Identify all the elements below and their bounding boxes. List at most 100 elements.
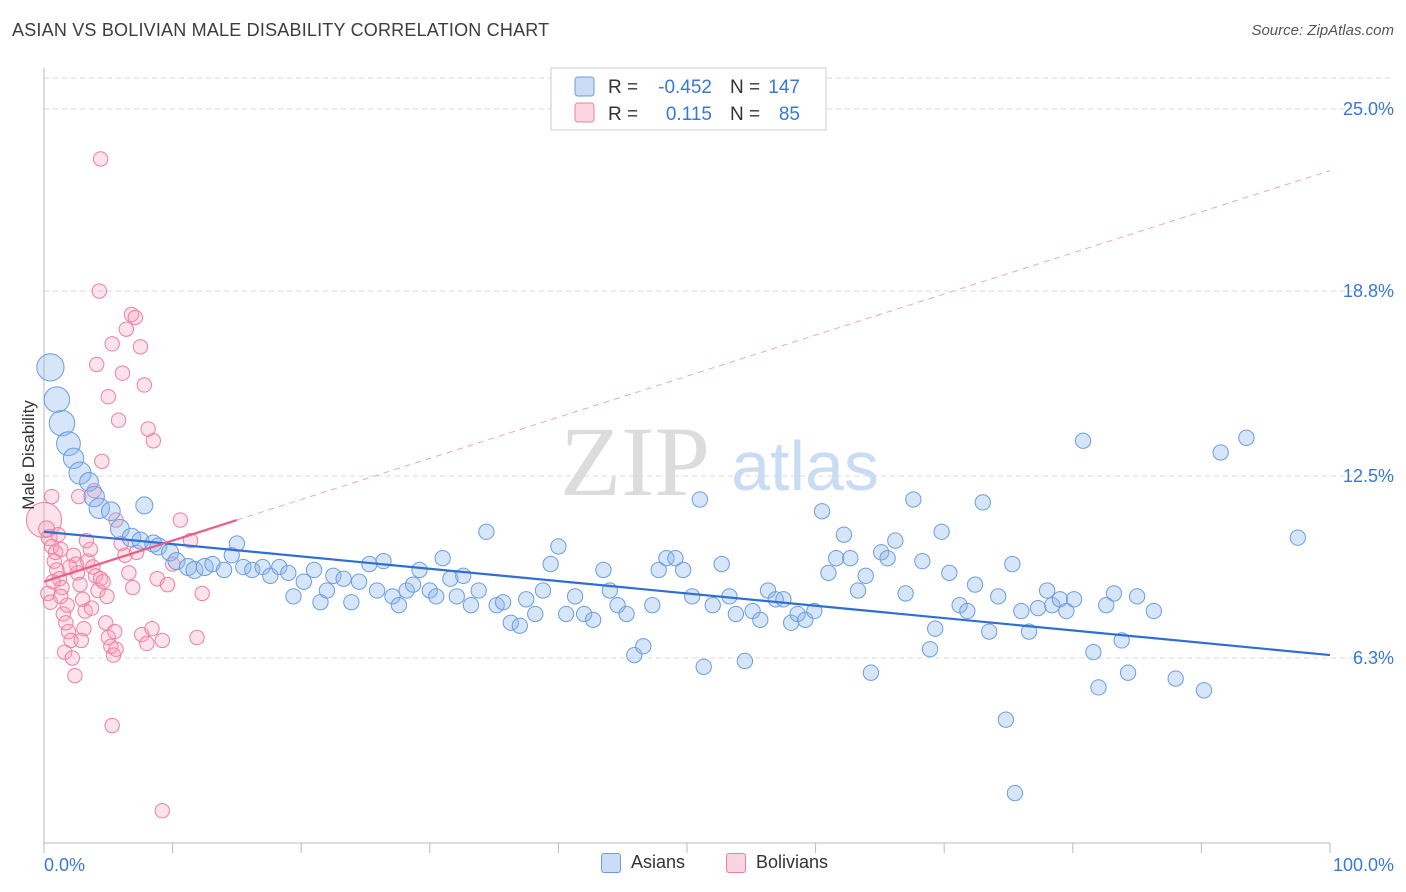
watermark-atlas: atlas (731, 427, 879, 505)
legend-item-bolivians[interactable]: Bolivians (726, 852, 828, 873)
x-tick-label-left: 0.0% (44, 855, 85, 875)
asian-point (959, 602, 976, 620)
asian-point (335, 570, 352, 587)
asian-point (280, 564, 297, 582)
asian-point (849, 582, 867, 599)
legend-n-label-bolivian: N = (730, 104, 760, 125)
asian-point (88, 497, 110, 519)
asian-point (635, 638, 652, 655)
bolivian-point (58, 615, 74, 631)
legend-r-value-asian: -0.452 (658, 77, 712, 98)
bolivian-point (73, 632, 89, 649)
bolivian-point (159, 576, 176, 593)
bolivian-point (92, 151, 109, 167)
asian-point (914, 552, 931, 570)
bolivian-point (154, 632, 171, 649)
asian-point (494, 594, 512, 611)
asian-point (350, 573, 368, 590)
asian-point (271, 558, 288, 576)
bolivian-point (136, 377, 153, 393)
asian-point (887, 532, 904, 549)
legend-n-label-asian: N = (730, 77, 760, 98)
y-axis-label: Male Disability (19, 400, 38, 510)
asian-point (411, 561, 428, 579)
bolivian-point (114, 365, 131, 381)
bolivian-point (139, 635, 155, 652)
asian-point (527, 605, 544, 623)
asian-point (862, 664, 880, 681)
asian-point (584, 611, 602, 629)
asian-point (897, 585, 914, 602)
bolivian-point (95, 573, 111, 590)
asian-point (667, 550, 684, 567)
asian-point (658, 550, 675, 567)
asian-point (575, 605, 593, 623)
asian-point (36, 353, 65, 382)
asian-point (375, 552, 392, 570)
asian-point (727, 605, 745, 623)
y-tick-label: 18.8% (1343, 281, 1394, 301)
asian-point (448, 588, 465, 605)
bolivian-point (59, 597, 75, 613)
chart-title: ASIAN VS BOLIVIAN MALE DISABILITY CORREL… (12, 20, 550, 40)
bolivian-points (25, 151, 210, 819)
bolivian-point (90, 582, 106, 599)
asian-point (244, 561, 261, 579)
asian-point (1212, 444, 1229, 461)
asian-point (518, 591, 535, 608)
asian-point (820, 564, 837, 582)
legend-item-asians[interactable]: Asians (601, 852, 685, 873)
bolivian-point (25, 501, 63, 539)
asian-point (618, 605, 635, 623)
asian-point (62, 447, 85, 470)
asian-point (502, 614, 519, 631)
asian-point (1013, 602, 1030, 620)
asian-point (990, 588, 1007, 605)
bolivian-point (83, 600, 100, 616)
x-tick-label-right: 100.0% (1333, 855, 1394, 875)
bolivian-trendline (43, 518, 238, 583)
asian-point (828, 550, 845, 567)
asian-point (674, 561, 692, 579)
asian-point (557, 605, 575, 623)
asian-point (752, 611, 769, 629)
bolivian-point (118, 321, 135, 337)
asian-point (1090, 679, 1107, 696)
bolivian-point (92, 571, 109, 587)
bolivian-point (189, 629, 205, 646)
asian-point (1238, 429, 1255, 446)
asian-point (1029, 599, 1047, 617)
bolivian-point (65, 547, 82, 563)
asian-point (813, 503, 831, 520)
asian-point (318, 582, 336, 599)
bolivian-point (91, 283, 107, 299)
bolivian-point (108, 641, 124, 657)
asian-point (390, 597, 408, 614)
bolivian-point (127, 309, 144, 326)
asian-point (842, 550, 859, 567)
bolivian-point (100, 389, 117, 405)
asian-point (534, 582, 552, 599)
asian-point (927, 620, 944, 637)
bolivian-point (104, 717, 120, 734)
bolivian-point (82, 541, 98, 558)
asian-point (83, 485, 105, 508)
asian-point (775, 591, 792, 608)
bolivian-point (154, 803, 171, 819)
bolivian-point (55, 606, 71, 622)
asian-point (713, 555, 730, 573)
bolivian-point (71, 488, 87, 505)
asian-point (325, 567, 342, 584)
asian-point (966, 576, 984, 593)
y-tick-label: 12.5% (1343, 466, 1394, 486)
asian-trendline (43, 530, 1331, 657)
legend-n-value-bolivian: 85 (779, 104, 800, 125)
y-tick-label: 25.0% (1343, 99, 1394, 119)
bolivian-point (144, 620, 160, 637)
asian-point (1038, 582, 1056, 599)
y-tick-label: 6.3% (1353, 648, 1394, 668)
asian-point (595, 561, 612, 579)
asian-point (736, 652, 754, 670)
asian-point (185, 560, 204, 579)
